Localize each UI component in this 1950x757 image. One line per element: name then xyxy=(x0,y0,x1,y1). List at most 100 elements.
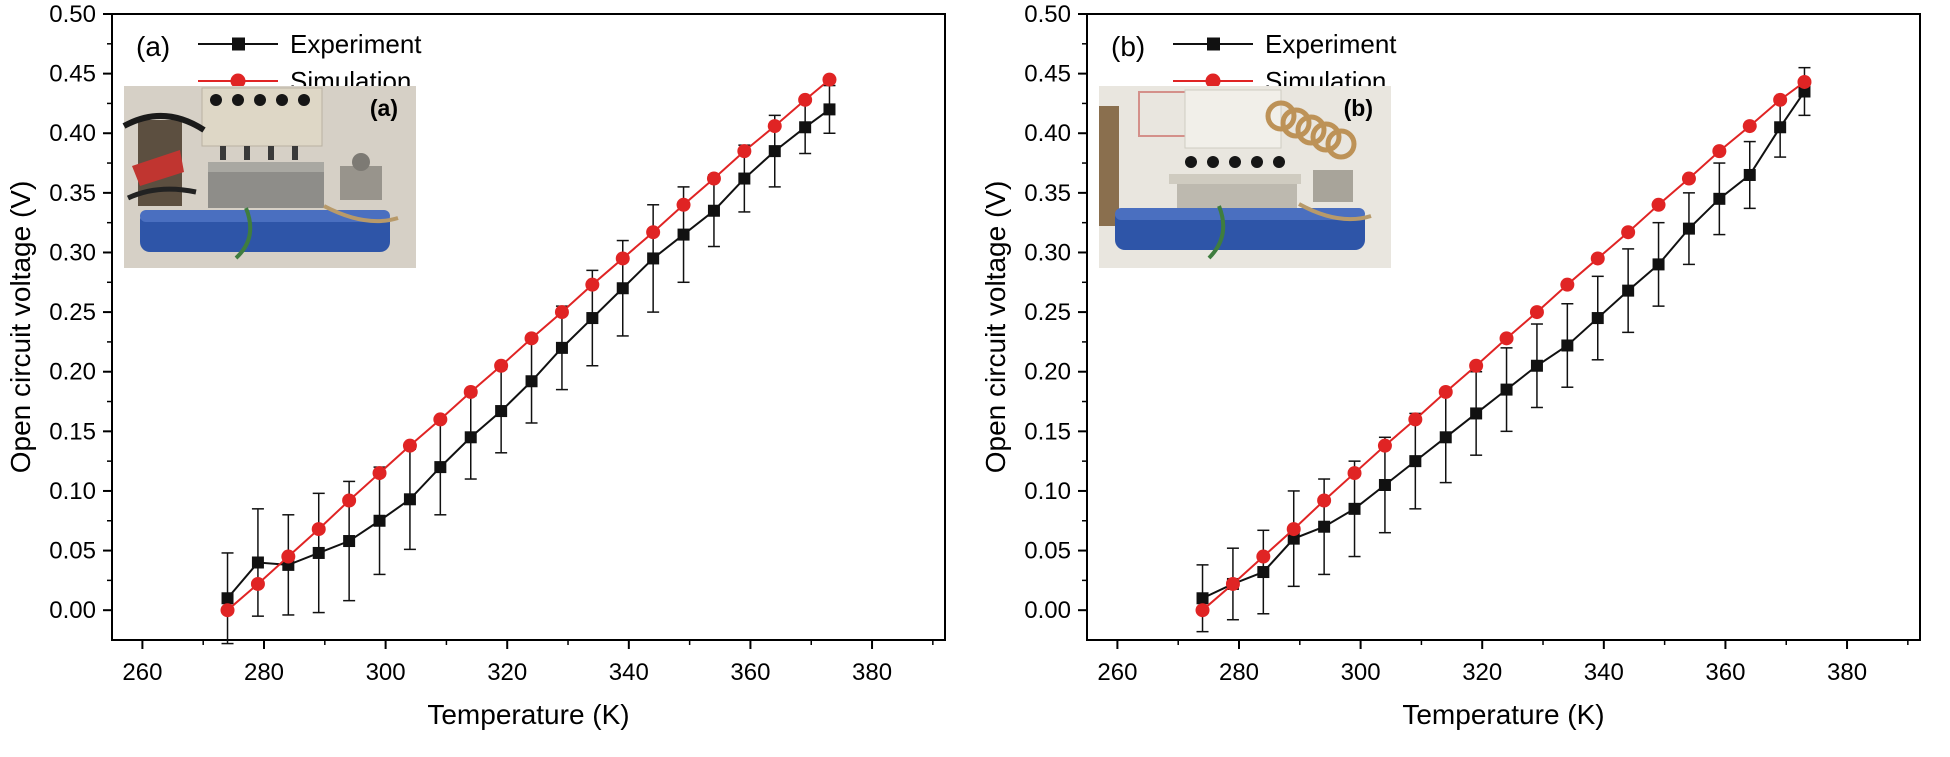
simulation-marker xyxy=(433,412,448,427)
x-axis-ticks: 260 280 300 320 340 360 380 xyxy=(122,640,934,686)
simulation-marker xyxy=(798,92,813,107)
inset-label: (a) xyxy=(370,95,398,121)
simulation-marker xyxy=(1286,522,1301,537)
experiment-marker xyxy=(1682,222,1695,235)
x-tick-label: 340 xyxy=(1584,659,1624,686)
experiment-marker xyxy=(1287,532,1300,545)
simulation-marker xyxy=(463,384,478,399)
inset-coil-tube xyxy=(1295,114,1327,146)
experiment-marker xyxy=(647,252,660,265)
chart-a: 260 280 300 320 340 360 380 0.00 0.05 0.10 0.15 0.2… xyxy=(5,1,946,730)
y-tick-label: 0.10 xyxy=(49,478,96,505)
y-tick-label: 0.25 xyxy=(49,299,96,326)
x-tick-label: 300 xyxy=(366,659,406,686)
x-tick-label: 380 xyxy=(1827,659,1867,686)
x-tick-label: 360 xyxy=(1705,659,1745,686)
series-simulation xyxy=(1195,74,1812,618)
inset-coil-tube xyxy=(1310,121,1342,153)
y-tick-label: 0.05 xyxy=(1024,538,1071,565)
panel-label: (a) xyxy=(136,31,170,62)
simulation-marker xyxy=(1195,603,1210,618)
experiment-marker xyxy=(1652,258,1665,271)
y-tick-label: 0.25 xyxy=(1024,299,1071,326)
y-tick-label: 0.20 xyxy=(1024,359,1071,386)
x-axis-label: Temperature (K) xyxy=(1402,699,1604,730)
inset-black-wire xyxy=(122,113,206,133)
simulation-marker xyxy=(281,549,296,564)
experiment-marker xyxy=(1257,566,1270,579)
simulation-marker xyxy=(1347,466,1362,481)
simulation-marker xyxy=(1621,225,1636,240)
y-tick-label: 0.20 xyxy=(49,359,96,386)
simulation-marker xyxy=(1797,74,1812,89)
y-tick-label: 0.00 xyxy=(1024,597,1071,624)
simulation-marker xyxy=(494,358,509,373)
legend-label-experiment: Experiment xyxy=(290,29,422,59)
simulation-marker xyxy=(402,438,417,453)
simulation-marker xyxy=(311,522,326,537)
x-tick-label: 300 xyxy=(1341,659,1381,686)
inset-photo: (b) xyxy=(1099,86,1391,268)
experiment-marker xyxy=(555,341,568,354)
y-tick-label: 0.35 xyxy=(49,180,96,207)
experiment-marker xyxy=(1798,85,1811,98)
inset-green-wire xyxy=(1207,205,1226,260)
x-tick-label: 360 xyxy=(730,659,770,686)
chart-panel-b: 260 280 300 320 340 360 380 0.00 0.05 0.10 0.15 0.2… xyxy=(975,0,1950,757)
simulation-marker xyxy=(1225,576,1240,591)
simulation-marker xyxy=(372,466,387,481)
plot-frame xyxy=(111,13,946,641)
experiment-marker xyxy=(403,493,416,506)
experiment-marker xyxy=(1348,502,1361,515)
simulation-marker xyxy=(554,305,569,320)
x-axis-label: Temperature (K) xyxy=(427,699,629,730)
simulation-marker xyxy=(1681,171,1696,186)
series-experiment xyxy=(221,84,836,645)
simulation-marker xyxy=(1712,144,1727,159)
experiment-marker xyxy=(1591,312,1604,325)
experiment-marker xyxy=(251,556,264,569)
simulation-marker xyxy=(706,171,721,186)
y-tick-label: 0.40 xyxy=(1024,120,1071,147)
simulation-marker xyxy=(1529,305,1544,320)
series-experiment xyxy=(1196,66,1811,633)
y-tick-label: 0.15 xyxy=(1024,418,1071,445)
experiment-marker xyxy=(586,312,599,325)
legend-marker-experiment xyxy=(1207,37,1220,51)
chart-b: 260 280 300 320 340 360 380 0.00 0.05 0.10 0.15 0.2… xyxy=(980,1,1921,730)
inset-label: (b) xyxy=(1344,95,1373,121)
experiment-marker xyxy=(464,431,477,444)
simulation-marker xyxy=(1256,549,1271,564)
y-tick-label: 0.50 xyxy=(1024,1,1071,28)
legend-label-experiment: Experiment xyxy=(1265,29,1397,59)
y-tick-label: 0.15 xyxy=(49,418,96,445)
legend-marker-simulation xyxy=(230,73,246,89)
inset-photo: (a) xyxy=(122,86,416,268)
simulation-marker xyxy=(585,277,600,292)
simulation-marker xyxy=(1499,331,1514,346)
experiment-marker xyxy=(1622,284,1635,297)
simulation-marker xyxy=(1590,251,1605,266)
simulation-marker xyxy=(250,576,265,591)
experiment-marker xyxy=(677,228,690,241)
experiment-marker xyxy=(1500,383,1513,396)
x-tick-label: 280 xyxy=(1219,659,1259,686)
simulation-marker xyxy=(1742,119,1757,134)
inset-coil-tube xyxy=(1280,107,1312,139)
y-axis-label: Open circuit voltage (V) xyxy=(5,181,36,474)
legend-marker-experiment xyxy=(232,37,245,51)
y-tick-label: 0.35 xyxy=(1024,180,1071,207)
experiment-marker xyxy=(221,592,234,605)
x-tick-label: 260 xyxy=(122,659,162,686)
experiment-marker xyxy=(1530,359,1543,372)
experiment-marker xyxy=(343,535,356,548)
simulation-marker xyxy=(646,225,661,240)
x-tick-label: 380 xyxy=(852,659,892,686)
inset-white-box xyxy=(1184,89,1282,149)
experiment-marker xyxy=(1743,168,1756,181)
y-tick-label: 0.45 xyxy=(1024,61,1071,88)
simulation-marker xyxy=(220,603,235,618)
y-tick-label: 0.40 xyxy=(49,120,96,147)
inset-coil-tube xyxy=(1265,100,1297,132)
